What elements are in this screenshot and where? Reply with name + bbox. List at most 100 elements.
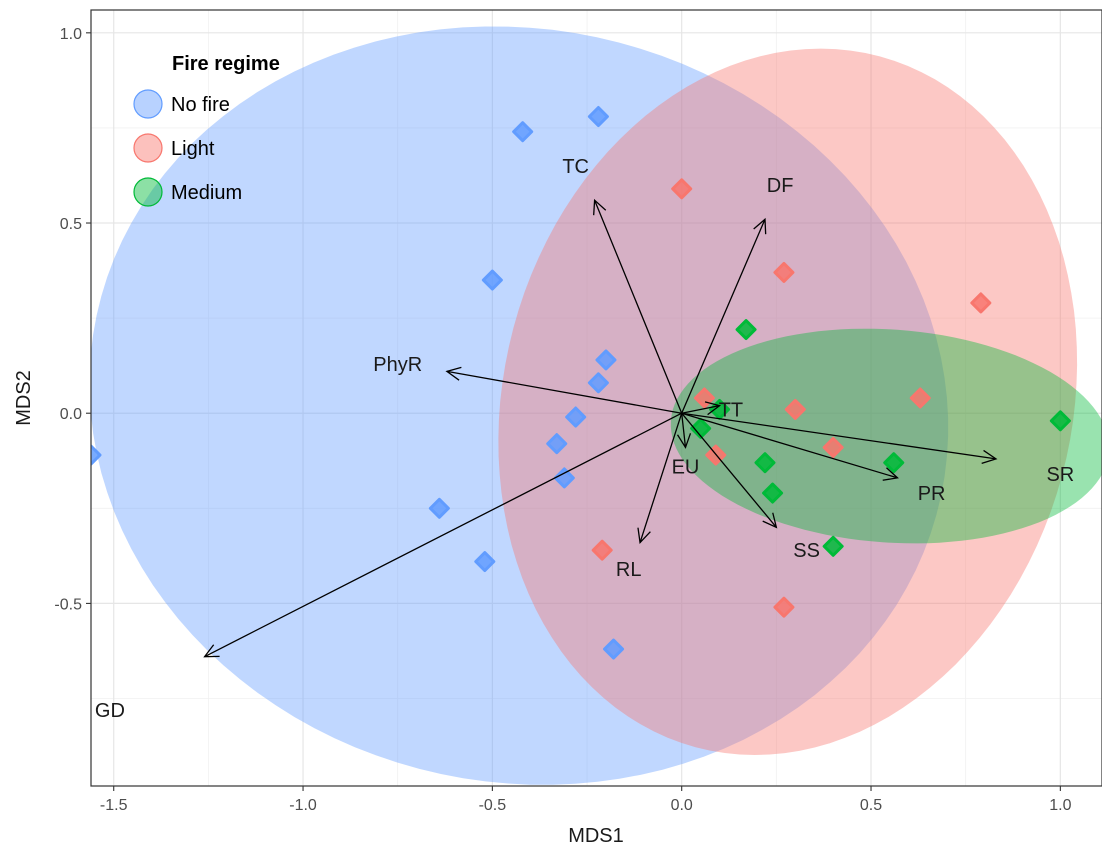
vector-line bbox=[681, 412, 898, 479]
vector-arrowhead bbox=[762, 512, 778, 529]
ellipse-no-fire bbox=[91, 26, 949, 785]
legend-label: Light bbox=[171, 138, 215, 160]
point-no-fire bbox=[587, 106, 609, 128]
vector-arrowhead bbox=[704, 401, 722, 416]
x-tick-label: 0.0 bbox=[671, 797, 693, 814]
x-tick-label: -0.5 bbox=[479, 797, 507, 814]
grid-lines bbox=[91, 10, 1102, 786]
vector-line bbox=[681, 412, 777, 528]
vector-gd bbox=[203, 412, 682, 658]
legend-entry-light: Light bbox=[133, 133, 215, 163]
vector-arrowhead bbox=[445, 366, 462, 381]
point-medium bbox=[1049, 410, 1071, 432]
point-light bbox=[773, 596, 795, 618]
vector-line bbox=[594, 199, 683, 414]
point-medium bbox=[754, 452, 776, 474]
point-no-fire bbox=[553, 467, 575, 489]
vector-line bbox=[681, 218, 766, 414]
point-light bbox=[591, 539, 613, 561]
vector-label-tt: TT bbox=[719, 399, 743, 421]
point-no-fire bbox=[481, 269, 503, 291]
vector-line bbox=[681, 412, 997, 460]
legend-key bbox=[133, 89, 163, 119]
y-tick-label: -0.5 bbox=[54, 596, 82, 613]
vector-pr bbox=[681, 412, 899, 481]
vector-tt bbox=[681, 401, 722, 416]
vector-phyr bbox=[445, 366, 682, 414]
panel-border bbox=[90, 9, 1102, 787]
vector-label-eu: EU bbox=[672, 456, 700, 478]
point-no-fire bbox=[546, 433, 568, 455]
vector-label-gd: GD bbox=[95, 700, 125, 722]
x-tick-label: -1.5 bbox=[100, 797, 128, 814]
point-no-fire bbox=[428, 497, 450, 519]
legend-title: Fire regime bbox=[172, 53, 280, 75]
vector-labels: TC DF PhyR TT EU RL SS PR SR GD bbox=[95, 156, 1074, 722]
vector-arrows bbox=[203, 198, 998, 658]
legend-entry-medium: Medium bbox=[133, 177, 242, 207]
group-ellipses bbox=[91, 26, 1102, 785]
point-medium bbox=[690, 417, 712, 439]
legend-label: No fire bbox=[171, 94, 230, 116]
vector-label-tc: TC bbox=[562, 156, 589, 178]
vector-arrowhead bbox=[882, 467, 899, 481]
point-no-fire bbox=[565, 406, 587, 428]
vector-eu bbox=[676, 413, 692, 449]
point-no-fire bbox=[512, 121, 534, 143]
y-tick-label: 0.5 bbox=[60, 216, 82, 233]
vector-df bbox=[681, 217, 767, 414]
x-tick-label: 1.0 bbox=[1049, 797, 1071, 814]
y-tick-label: 0.0 bbox=[60, 406, 82, 423]
legend: Fire regime No fire Light Medium bbox=[133, 53, 280, 207]
point-light bbox=[909, 387, 931, 409]
vector-tc bbox=[593, 198, 683, 414]
vector-arrowhead bbox=[676, 433, 692, 449]
ellipse-light bbox=[498, 48, 1078, 756]
vector-label-df: DF bbox=[767, 175, 794, 197]
vector-sr bbox=[681, 412, 998, 464]
point-light bbox=[970, 292, 992, 314]
point-no-fire bbox=[587, 372, 609, 394]
point-medium bbox=[883, 452, 905, 474]
vector-line bbox=[446, 370, 682, 414]
point-light bbox=[773, 261, 795, 283]
vector-arrowhead bbox=[753, 217, 767, 235]
vector-ss bbox=[681, 412, 778, 529]
y-tick-label: 1.0 bbox=[60, 26, 82, 43]
vector-rl bbox=[637, 413, 683, 544]
point-no-fire bbox=[603, 638, 625, 660]
point-medium bbox=[762, 482, 784, 504]
vector-label-phyr: PhyR bbox=[373, 354, 422, 376]
vector-arrowhead bbox=[981, 449, 998, 464]
point-no-fire bbox=[474, 551, 496, 573]
y-axis-title: MDS2 bbox=[13, 370, 35, 426]
point-light bbox=[784, 398, 806, 420]
vector-arrowhead bbox=[593, 198, 607, 216]
point-no-fire bbox=[595, 349, 617, 371]
x-axis-ticks: -1.5 -1.0 -0.5 0.0 0.5 1.0 bbox=[100, 786, 1072, 814]
vector-line bbox=[639, 413, 683, 543]
x-tick-label: -1.0 bbox=[289, 797, 317, 814]
point-medium bbox=[735, 319, 757, 341]
x-axis-title: MDS1 bbox=[568, 825, 624, 847]
vector-arrowhead bbox=[203, 644, 220, 658]
x-tick-label: 0.5 bbox=[860, 797, 882, 814]
point-light bbox=[671, 178, 693, 200]
vector-line bbox=[204, 412, 682, 658]
legend-key bbox=[133, 177, 163, 207]
y-axis-ticks: -0.5 0.0 0.5 1.0 bbox=[54, 26, 91, 613]
vector-label-ss: SS bbox=[793, 540, 820, 562]
vector-label-pr: PR bbox=[918, 483, 946, 505]
vector-label-rl: RL bbox=[616, 559, 642, 581]
point-no-fire bbox=[91, 444, 102, 466]
point-medium bbox=[822, 535, 844, 557]
vector-arrowhead bbox=[637, 527, 651, 544]
legend-key bbox=[133, 133, 163, 163]
legend-label: Medium bbox=[171, 182, 242, 204]
vector-line bbox=[681, 404, 720, 414]
vector-line bbox=[681, 413, 687, 448]
point-light bbox=[822, 436, 844, 458]
legend-entry-no-fire: No fire bbox=[133, 89, 230, 119]
vector-label-sr: SR bbox=[1046, 464, 1074, 486]
